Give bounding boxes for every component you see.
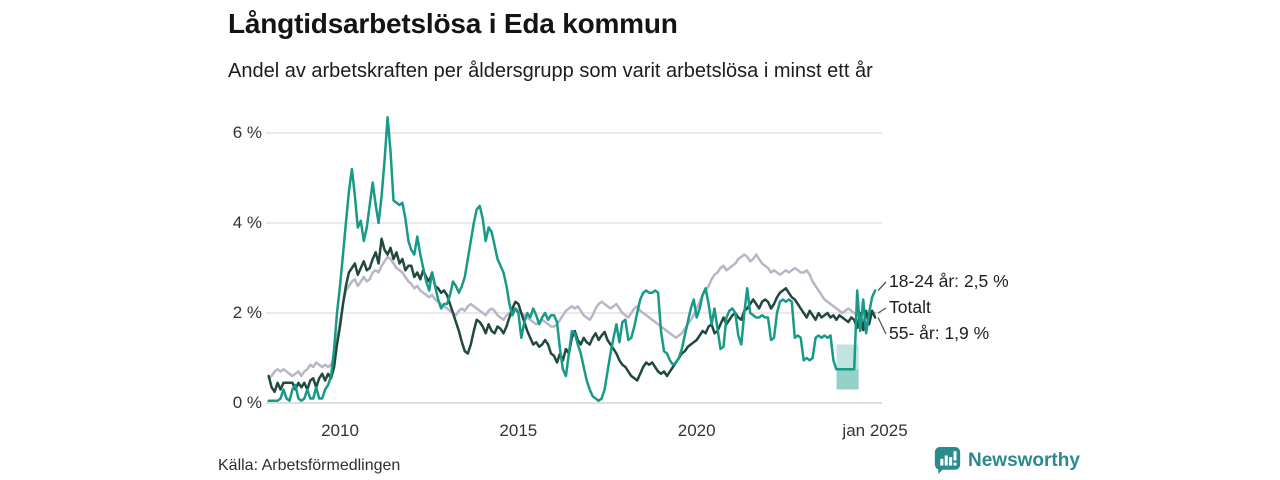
y-axis-tick-label: 6 %: [232, 123, 262, 142]
x-axis-tick-label: 2015: [499, 421, 538, 440]
source-note: Källa: Arbetsförmedlingen: [218, 457, 401, 474]
label-connector: [877, 317, 887, 335]
chart-subtitle: Andel av arbetskraften per åldersgrupp s…: [228, 60, 873, 82]
series-end-label: Totalt: [889, 297, 931, 317]
chart-title: Långtidsarbetslösa i Eda kommun: [228, 8, 678, 39]
x-axis-tick-label: jan 2025: [842, 421, 908, 440]
label-connector: [877, 307, 887, 314]
series-line-55-r: [267, 237, 877, 394]
uncertainty-band-upper: [836, 344, 859, 370]
series-end-label: 18-24 år: 2,5 %: [889, 271, 1009, 291]
x-axis-tick-label: 2020: [677, 421, 716, 440]
label-connector: [877, 281, 887, 291]
series-line-18-24-r: [267, 116, 877, 403]
series-end-label: 55- år: 1,9 %: [889, 323, 990, 343]
series-line-totalt: [267, 253, 877, 380]
brand-name: Newsworthy: [968, 449, 1080, 471]
y-axis-tick-label: 0 %: [232, 393, 262, 412]
brand-lockup: Newsworthy: [934, 446, 1080, 475]
y-axis-tick-label: 2 %: [232, 303, 262, 322]
y-axis-tick-label: 4 %: [232, 213, 262, 232]
newsworthy-logo-icon: [934, 447, 961, 474]
uncertainty-band-lower: [836, 369, 859, 390]
x-axis-tick-label: 2010: [321, 421, 359, 440]
